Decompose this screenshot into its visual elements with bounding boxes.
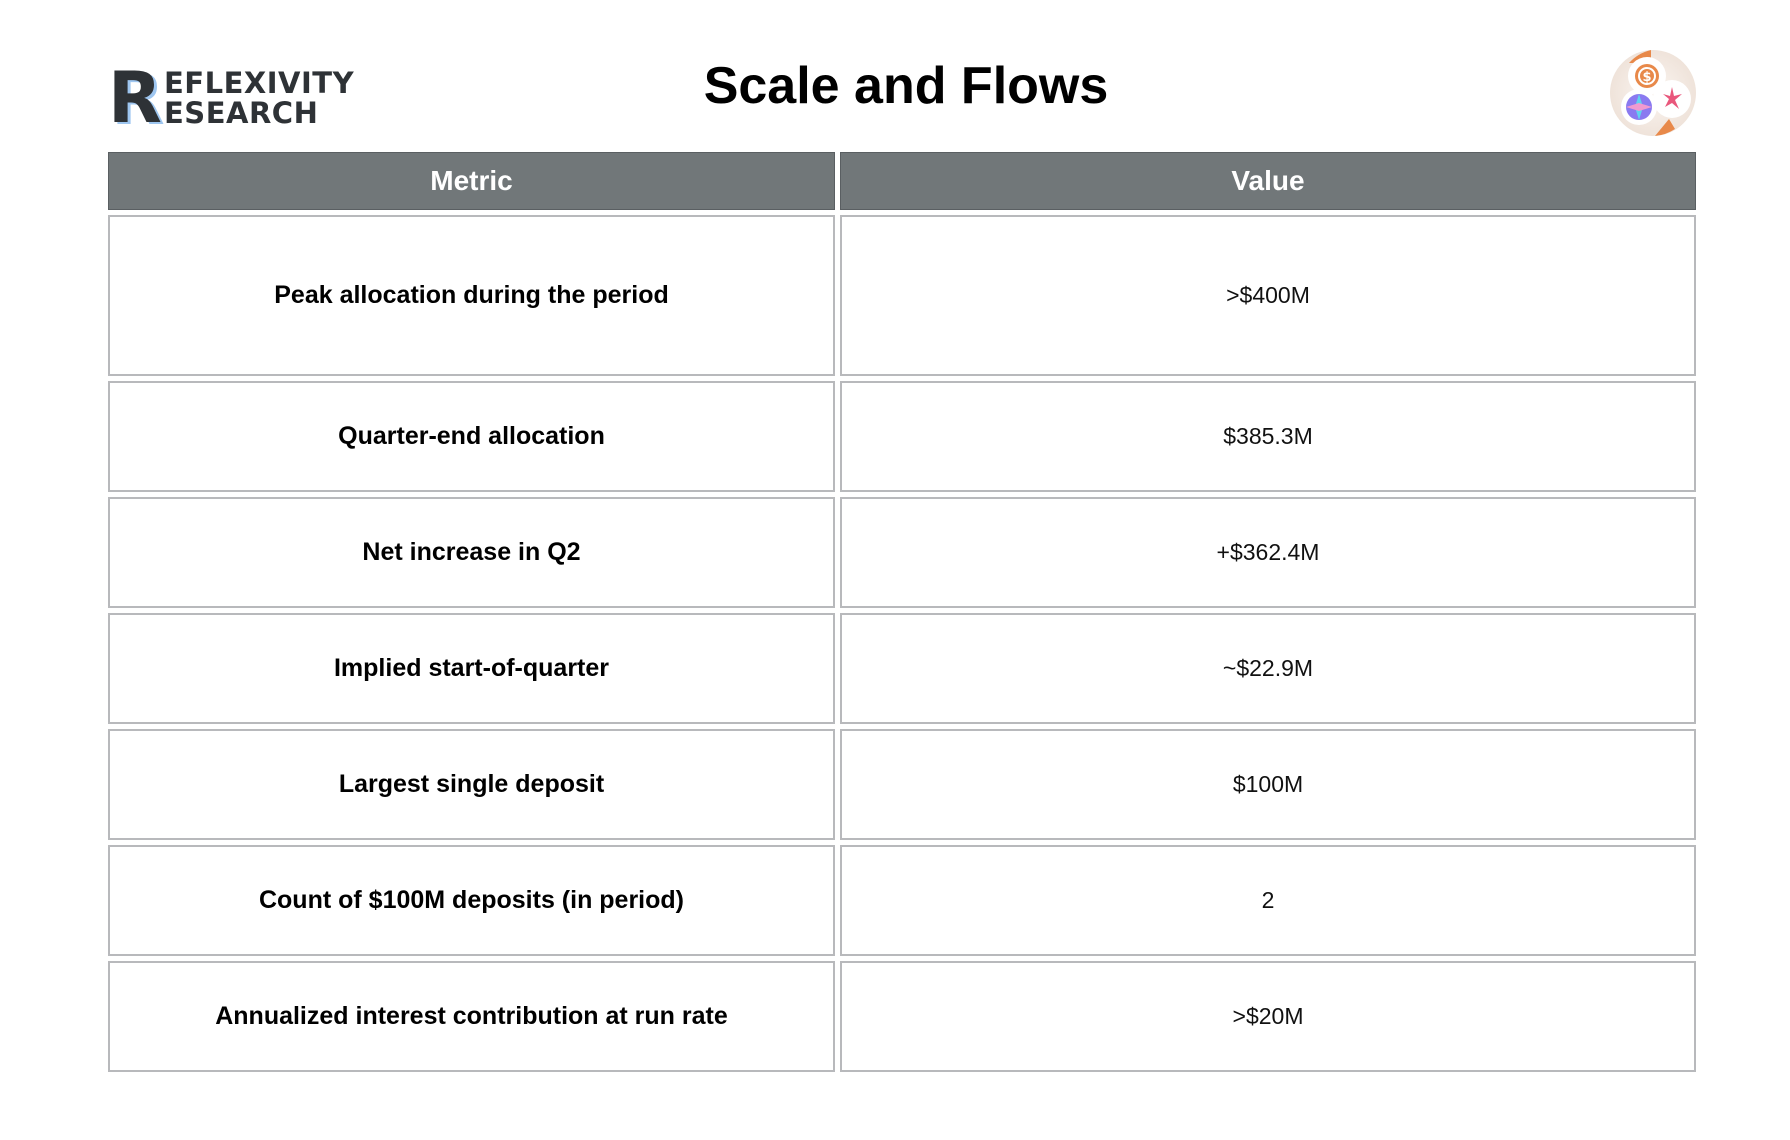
page-title: Scale and Flows xyxy=(703,57,1109,115)
table-header-row: Metric Value xyxy=(108,152,1696,210)
table-row: Largest single deposit $100M xyxy=(108,729,1696,840)
table-row: Net increase in Q2 +$362.4M xyxy=(108,497,1696,608)
svg-text:$: $ xyxy=(1642,70,1651,85)
metric-cell: Peak allocation during the period xyxy=(108,215,835,376)
metric-cell: Annualized interest contribution at run … xyxy=(108,961,835,1072)
metric-cell: Net increase in Q2 xyxy=(108,497,835,608)
table-row: Quarter-end allocation $385.3M xyxy=(108,381,1696,492)
value-cell: +$362.4M xyxy=(840,497,1696,608)
column-header-metric: Metric xyxy=(108,152,835,210)
logo-letter: R xyxy=(108,57,162,139)
table-row: Implied start-of-quarter ~$22.9M xyxy=(108,613,1696,724)
table-row: Count of $100M deposits (in period) 2 xyxy=(108,845,1696,956)
metric-cell: Implied start-of-quarter xyxy=(108,613,835,724)
value-cell: $100M xyxy=(840,729,1696,840)
table-row: Annualized interest contribution at run … xyxy=(108,961,1696,1072)
scale-and-flows-table: Metric Value Peak allocation during the … xyxy=(103,147,1701,1077)
column-header-value: Value xyxy=(840,152,1696,210)
metric-cell: Largest single deposit xyxy=(108,729,835,840)
table-row: Peak allocation during the period >$400M xyxy=(108,215,1696,376)
metric-cell: Count of $100M deposits (in period) xyxy=(108,845,835,956)
logo-line-2: ESEARCH xyxy=(164,96,319,130)
stablecoin-tokens-icon: $ xyxy=(1610,50,1696,136)
reflexivity-research-logo: R EFLEXIVITY ESEARCH xyxy=(108,57,368,139)
value-cell: >$20M xyxy=(840,961,1696,1072)
metric-cell: Quarter-end allocation xyxy=(108,381,835,492)
logo-line-1: EFLEXIVITY xyxy=(164,66,355,100)
value-cell: >$400M xyxy=(840,215,1696,376)
value-cell: $385.3M xyxy=(840,381,1696,492)
value-cell: 2 xyxy=(840,845,1696,956)
value-cell: ~$22.9M xyxy=(840,613,1696,724)
